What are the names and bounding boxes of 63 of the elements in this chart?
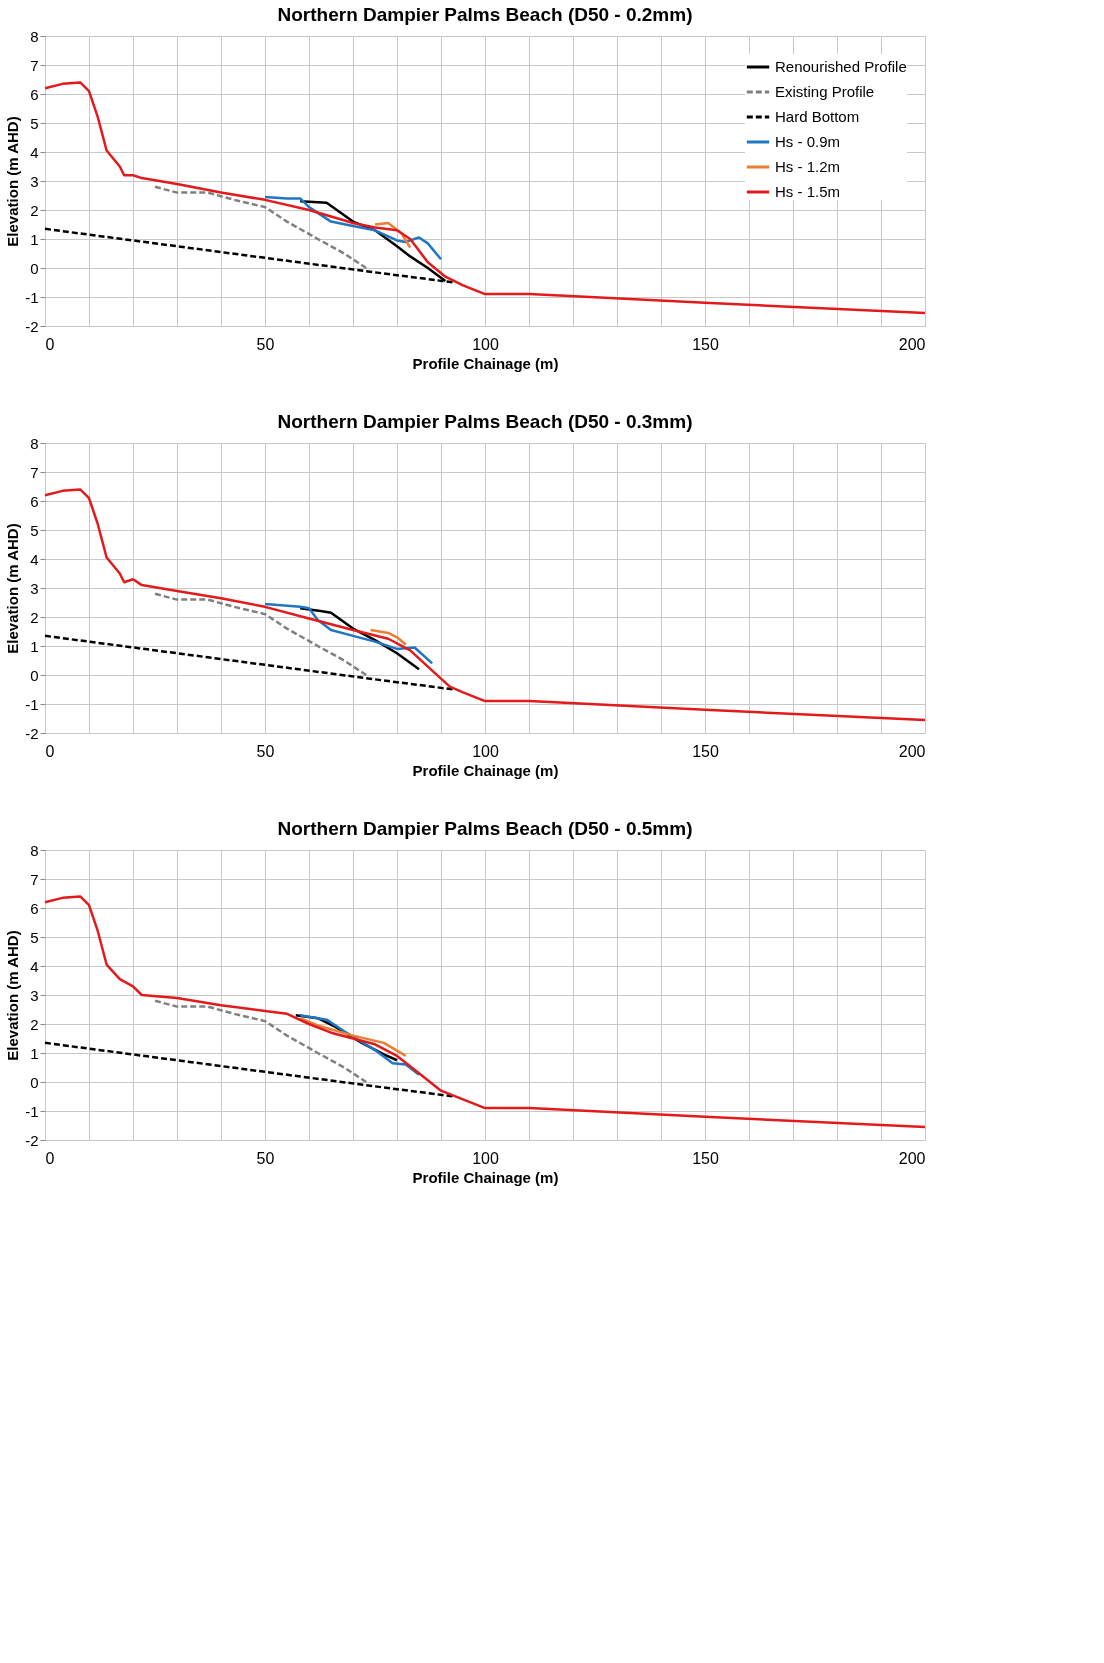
x-tick-label: 100 — [472, 742, 499, 760]
x-tick-label: 50 — [256, 742, 275, 760]
x-tick-label: 150 — [692, 742, 719, 760]
y-tick-label: 2 — [30, 1015, 39, 1033]
x-tick-label: 100 — [472, 1149, 499, 1167]
y-tick-label: 2 — [30, 201, 39, 219]
y-tick-label: 4 — [30, 143, 39, 161]
x-tick-label: 200 — [898, 335, 926, 353]
y-tick-label: 5 — [30, 114, 39, 132]
legend-label: Hs - 1.2m — [775, 158, 841, 175]
y-tick-label: 6 — [30, 85, 39, 103]
y-tick-label: 4 — [30, 957, 39, 975]
y-tick-label: 5 — [30, 928, 39, 946]
y-tick-label: 8 — [30, 434, 39, 452]
x-tick-label: 0 — [45, 1149, 55, 1167]
x-tick-label: 200 — [898, 1149, 926, 1167]
x-tick-label: 0 — [45, 742, 55, 760]
y-tick-label: 8 — [30, 27, 39, 45]
y-tick-label: 2 — [30, 608, 39, 626]
y-tick-label: -2 — [25, 317, 39, 335]
chart-title: Northern Dampier Palms Beach (D50 - 0.3mm) — [277, 411, 693, 432]
y-tick-label: 7 — [30, 870, 39, 888]
x-tick-label: 100 — [472, 335, 499, 353]
y-tick-label: -1 — [25, 1102, 39, 1120]
chart-title: Northern Dampier Palms Beach (D50 - 0.5mm) — [277, 818, 693, 839]
y-tick-label: -1 — [25, 288, 39, 306]
legend-label: Hs - 1.5m — [775, 183, 841, 200]
x-tick-label: 150 — [692, 1149, 719, 1167]
x-tick-label: 200 — [898, 742, 926, 760]
y-tick-label: 0 — [30, 666, 39, 684]
y-tick-label: -2 — [25, 724, 39, 742]
legend-label: Renourished Profile — [775, 58, 907, 75]
y-axis-title: Elevation (m AHD) — [4, 930, 22, 1061]
legend-label: Hs - 0.9m — [775, 133, 841, 150]
x-tick-label: 50 — [256, 1149, 275, 1167]
x-tick-label: 50 — [256, 335, 275, 353]
y-tick-label: -2 — [25, 1131, 39, 1149]
y-axis-title: Elevation (m AHD) — [4, 523, 22, 654]
chart-title: Northern Dampier Palms Beach (D50 - 0.2mm) — [277, 4, 693, 25]
y-tick-label: 7 — [30, 56, 39, 74]
y-tick-label: 1 — [30, 637, 39, 655]
y-tick-label: 1 — [30, 1044, 39, 1062]
legend-label: Existing Profile — [775, 83, 875, 100]
x-axis-title: Profile Chainage (m) — [412, 1168, 559, 1186]
y-tick-label: -1 — [25, 695, 39, 713]
x-tick-label: 150 — [692, 335, 719, 353]
y-tick-label: 8 — [30, 841, 39, 859]
y-tick-label: 1 — [30, 230, 39, 248]
y-tick-label: 0 — [30, 1073, 39, 1091]
x-axis-title: Profile Chainage (m) — [412, 354, 559, 372]
y-tick-label: 6 — [30, 899, 39, 917]
y-axis-title: Elevation (m AHD) — [4, 116, 22, 247]
y-tick-label: 6 — [30, 492, 39, 510]
y-tick-label: 3 — [30, 172, 39, 190]
x-tick-label: 0 — [45, 335, 55, 353]
x-axis-title: Profile Chainage (m) — [412, 761, 559, 779]
legend-label: Hard Bottom — [775, 108, 860, 125]
y-tick-label: 3 — [30, 986, 39, 1004]
y-tick-label: 0 — [30, 259, 39, 277]
y-tick-label: 3 — [30, 579, 39, 597]
y-tick-label: 4 — [30, 550, 39, 568]
y-tick-label: 5 — [30, 521, 39, 539]
y-tick-label: 7 — [30, 463, 39, 481]
